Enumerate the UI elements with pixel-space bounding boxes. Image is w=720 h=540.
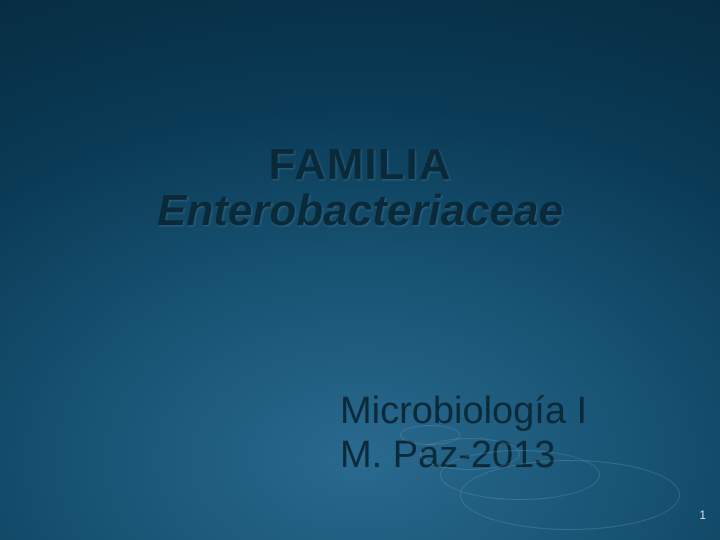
page-number: 1 [699,508,706,522]
subtitle-line2: M. Paz-2013 [340,434,700,478]
slide: FAMILIA Enterobacteriaceae Microbiología… [0,0,720,540]
subtitle-line1: Microbiología I [340,390,700,434]
title-line1: FAMILIA [0,140,720,190]
title-block: FAMILIA Enterobacteriaceae [0,140,720,236]
subtitle-block: Microbiología I M. Paz-2013 [340,390,700,477]
title-line2: Enterobacteriaceae [0,186,720,236]
